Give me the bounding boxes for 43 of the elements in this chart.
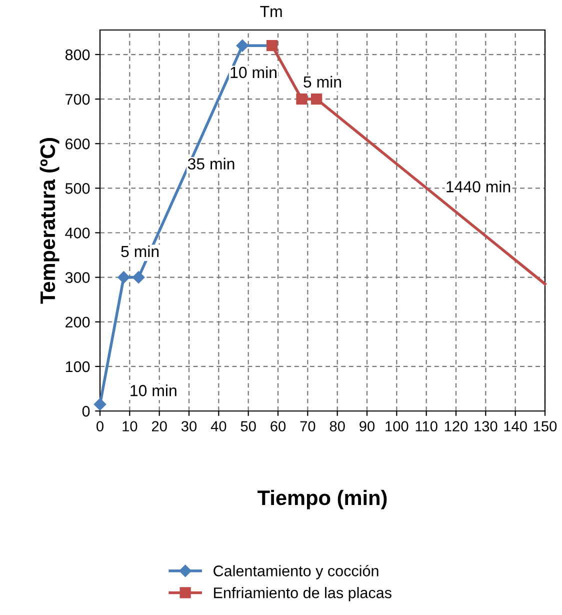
annotation: 35 min xyxy=(188,158,234,170)
y-tick-label: 0 xyxy=(82,406,90,417)
x-tick-label: 40 xyxy=(210,421,226,432)
x-tick-label: 150 xyxy=(534,421,557,432)
annotation: 5 min xyxy=(121,245,159,258)
x-axis-title: Tiempo (min) xyxy=(258,490,387,510)
x-tick-label: 30 xyxy=(181,421,197,432)
y-tick-label: 200 xyxy=(66,316,90,328)
x-tick-label: 110 xyxy=(416,421,438,432)
annotation: 10 min xyxy=(230,66,276,78)
y-tick-label: 700 xyxy=(66,94,90,105)
y-tick-label: 400 xyxy=(65,228,90,238)
x-tick-label: 50 xyxy=(240,421,256,432)
x-tick-label: 120 xyxy=(444,421,468,432)
x-tick-label: 60 xyxy=(270,421,286,432)
x-tick-label: 10 xyxy=(122,421,138,432)
point xyxy=(132,271,145,284)
legend-label: Calentamiento y cocción xyxy=(214,564,378,580)
x-tick-label: 20 xyxy=(152,421,167,432)
x-tick-label: 80 xyxy=(330,421,345,432)
point xyxy=(311,94,322,105)
annotation: 10 min xyxy=(130,384,176,396)
y-tick-label: 800 xyxy=(65,49,90,60)
x-tick-label: 90 xyxy=(360,421,375,432)
annotation: 5 min xyxy=(304,76,341,88)
point xyxy=(118,271,130,284)
y-axis-title: Temperatura (ºC) xyxy=(40,138,60,304)
x-tick-label: 130 xyxy=(474,421,498,432)
y-tick-label: 600 xyxy=(66,138,90,150)
x-tick-label: 100 xyxy=(386,421,408,432)
legend-label: Enfriamiento de las placas xyxy=(214,587,392,602)
x-tick-label: 140 xyxy=(504,421,527,432)
y-tick-label: 100 xyxy=(66,361,90,372)
point xyxy=(266,40,278,52)
x-tick-label: 70 xyxy=(300,421,316,432)
point xyxy=(236,40,248,52)
text: Tm xyxy=(260,6,282,17)
x-tick-label: 0 xyxy=(96,421,104,432)
point xyxy=(296,94,308,105)
annotation: 1440 min xyxy=(446,180,510,192)
point xyxy=(94,398,106,410)
y-tick-label: 500 xyxy=(65,183,90,194)
y-tick-label: 300 xyxy=(65,272,90,283)
